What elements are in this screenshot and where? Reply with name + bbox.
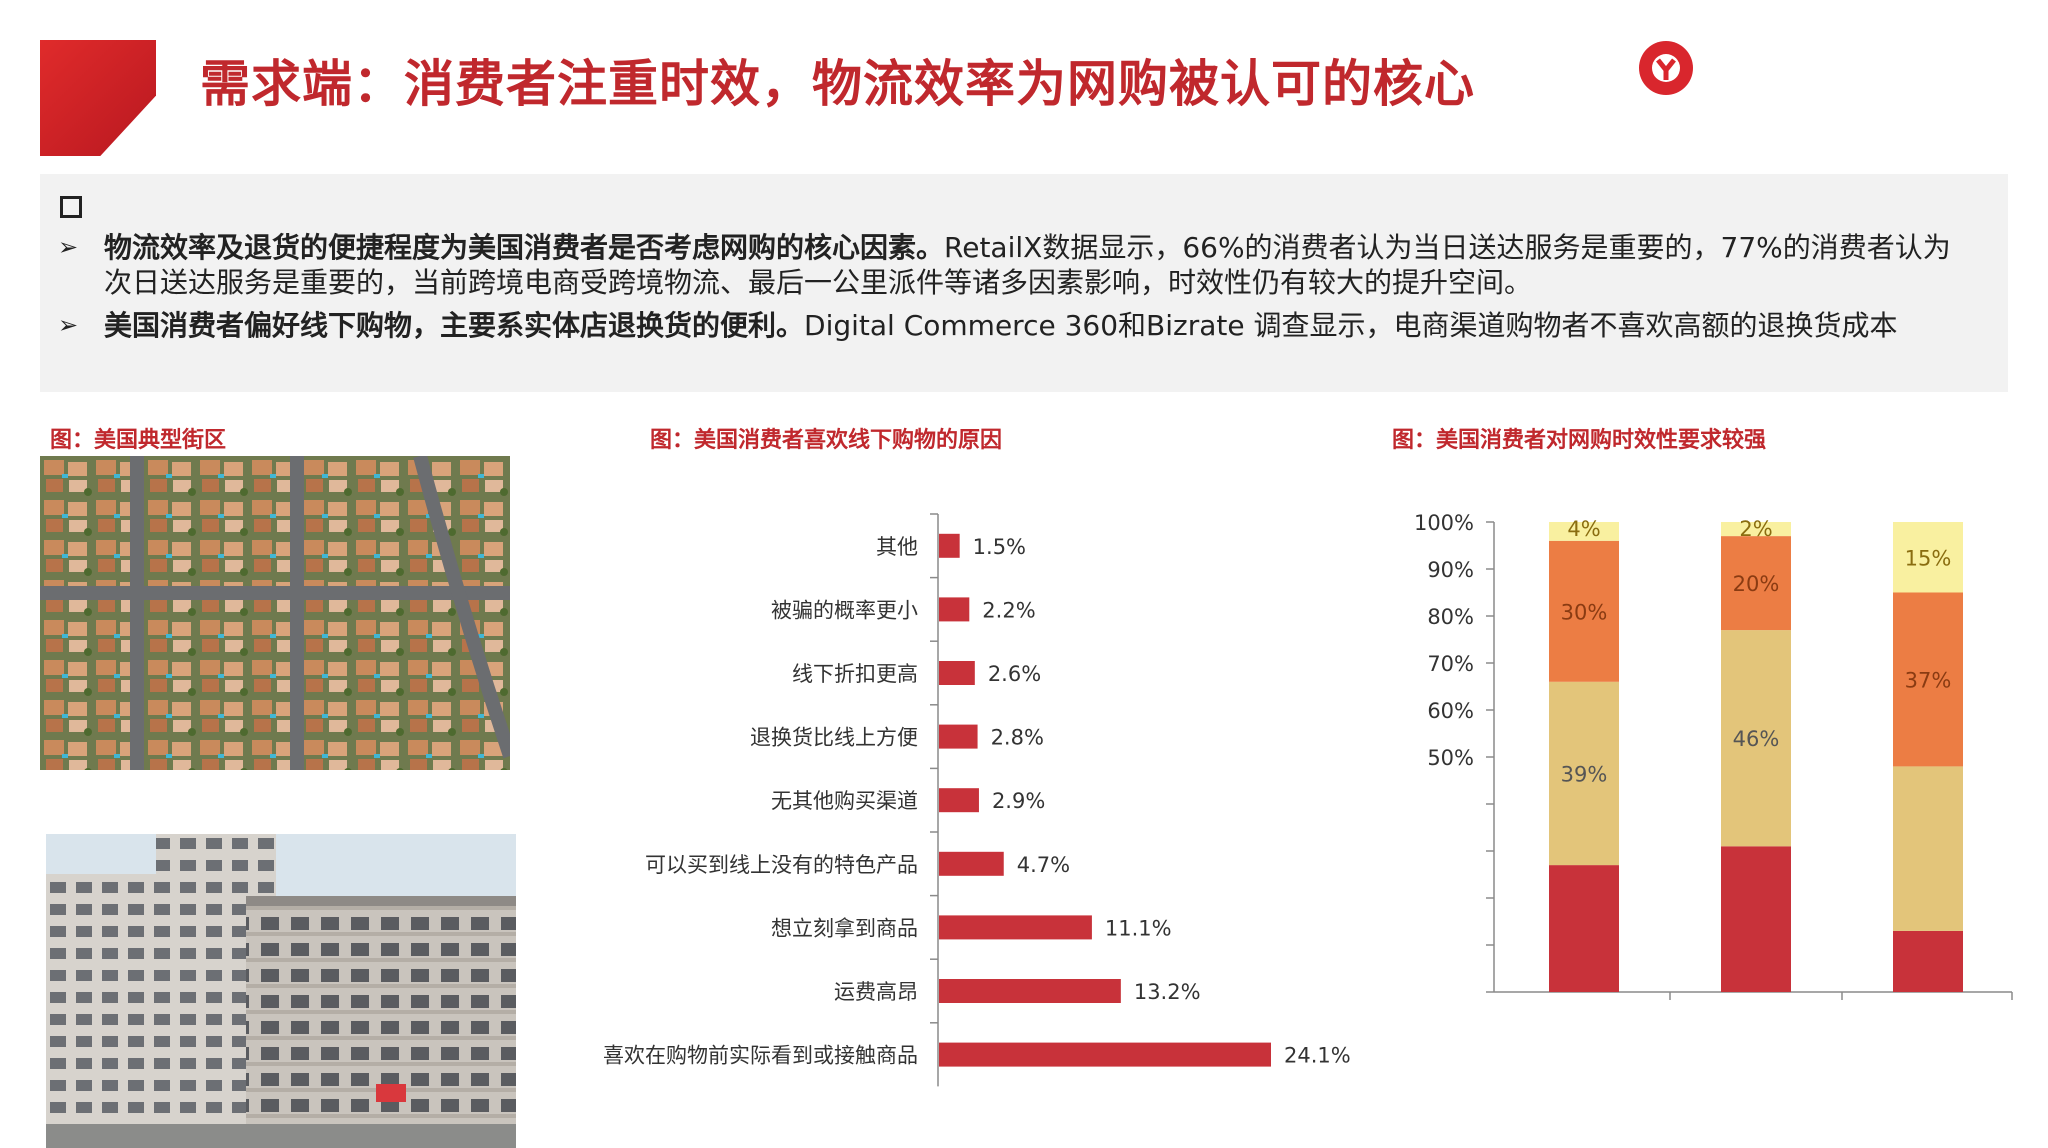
summary-panel: ➢ 物流效率及退货的便捷程度为美国消费者是否考虑网购的核心因素。RetailX数…	[40, 174, 2008, 392]
reasons-bar	[939, 533, 960, 558]
stacked-segment-label: 20%	[1733, 572, 1780, 596]
bullet-bold-text: 物流效率及退货的便捷程度为美国消费者是否考虑网购的核心因素。	[104, 231, 945, 264]
reasons-bar	[939, 1042, 1271, 1067]
stacked-y-tick-label: 50%	[1427, 746, 1474, 770]
figure-caption-reasons: 图：美国消费者喜欢线下购物的原因	[650, 428, 1003, 453]
stacked-segment-label: 39%	[1561, 762, 1608, 786]
stacked-y-tick-label: 80%	[1427, 605, 1474, 629]
reasons-bar	[939, 724, 978, 749]
reasons-category-label: 可以买到线上没有的特色产品	[645, 853, 918, 877]
reasons-bar	[939, 851, 1004, 876]
reasons-value-label: 4.7%	[1017, 853, 1070, 877]
reasons-value-label: 2.8%	[991, 726, 1044, 750]
stacked-y-tick-label: 70%	[1427, 652, 1474, 676]
stacked-segment	[1721, 536, 1791, 631]
reasons-category-label: 想立刻拿到商品	[771, 916, 918, 940]
reasons-value-label: 13.2%	[1134, 980, 1201, 1004]
reasons-category-label: 喜欢在购物前实际看到或接触商品	[603, 1044, 918, 1068]
summary-bullet: ➢ 美国消费者偏好线下购物，主要系实体店退换货的便利。Digital Comme…	[58, 308, 1978, 343]
figure-caption-timeliness: 图：美国消费者对网购时效性要求较强	[1392, 428, 1767, 453]
stacked-segment-label: 37%	[1905, 668, 1952, 692]
reasons-value-label: 1.5%	[973, 535, 1026, 559]
arrow-bullet-icon: ➢	[58, 311, 79, 339]
stacked-segment	[1893, 592, 1963, 767]
stacked-segment	[1721, 522, 1791, 537]
stacked-segment-label: 46%	[1733, 727, 1780, 751]
bullet-body-text: Digital Commerce 360和Bizrate 调查显示，电商渠道购物…	[804, 309, 1898, 342]
reasons-bar	[939, 915, 1092, 940]
reasons-category-label: 无其他购买渠道	[771, 789, 918, 813]
company-logo-icon	[1639, 41, 1693, 95]
bullet-text: 美国消费者偏好线下购物，主要系实体店退换货的便利。Digital Commerc…	[104, 308, 1978, 343]
reasons-category-label: 线下折扣更高	[792, 662, 918, 686]
aerial-neighborhood-photo	[40, 456, 510, 770]
stacked-segment	[1549, 681, 1619, 866]
stacked-segment	[1893, 766, 1963, 931]
reasons-bar	[939, 979, 1121, 1003]
reasons-value-label: 11.1%	[1105, 916, 1172, 940]
stacked-segment	[1893, 930, 1963, 992]
stacked-y-tick-label: 60%	[1427, 699, 1474, 723]
stacked-segment	[1721, 846, 1791, 992]
stacked-segment-label: 15%	[1905, 546, 1952, 570]
stacked-segment	[1549, 540, 1619, 682]
stacked-y-tick-label: 100%	[1414, 511, 1474, 535]
stacked-segment-label: 4%	[1567, 517, 1600, 541]
reasons-value-label: 2.2%	[982, 598, 1035, 622]
checkbox-square-icon	[60, 196, 82, 218]
reasons-bar	[939, 788, 979, 813]
stacked-segment-label: 2%	[1739, 517, 1772, 541]
page-title: 需求端：消费者注重时效，物流效率为网购被认可的核心	[200, 55, 1475, 113]
stacked-segment-label: 30%	[1561, 600, 1608, 624]
reasons-category-label: 退换货比线上方便	[750, 726, 918, 750]
stacked-segment	[1893, 522, 1963, 593]
reasons-category-label: 运费高昂	[834, 980, 918, 1004]
arrow-bullet-icon: ➢	[58, 233, 79, 261]
stacked-segment	[1549, 865, 1619, 992]
reasons-bar	[939, 597, 970, 622]
stacked-segment	[1549, 522, 1619, 541]
summary-bullet: ➢ 物流效率及退货的便捷程度为美国消费者是否考虑网购的核心因素。RetailX数…	[58, 230, 1978, 300]
reasons-category-label: 被骗的概率更小	[771, 598, 918, 622]
reasons-value-label: 2.9%	[992, 789, 1045, 813]
figure-caption-photos: 图：美国典型街区	[50, 428, 227, 453]
apartment-buildings-photo	[46, 834, 516, 1148]
bullet-body-text: RetailX数据显示，66%的消费者认为当日送达服务是重要的，77%的消费者认…	[104, 231, 1951, 299]
reasons-bar	[939, 661, 975, 685]
stacked-segment	[1721, 630, 1791, 847]
reasons-value-label: 2.6%	[988, 662, 1041, 686]
bullet-bold-text: 美国消费者偏好线下购物，主要系实体店退换货的便利。	[104, 309, 805, 342]
reasons-value-label: 24.1%	[1284, 1044, 1351, 1068]
reasons-category-label: 其他	[876, 535, 918, 559]
stacked-y-tick-label: 90%	[1427, 558, 1474, 582]
bullet-text: 物流效率及退货的便捷程度为美国消费者是否考虑网购的核心因素。RetailX数据显…	[104, 230, 1978, 300]
